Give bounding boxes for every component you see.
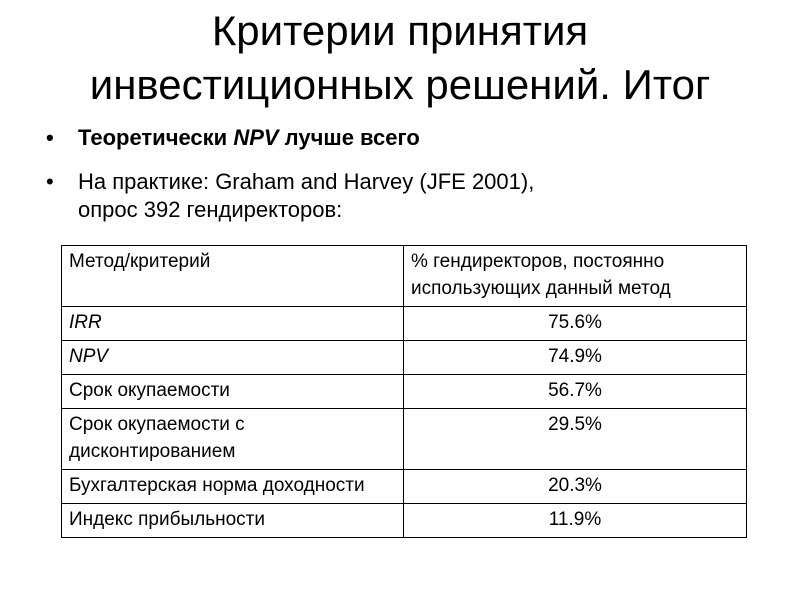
table-row: Индекс прибыльности 11.9% (61, 503, 747, 538)
slide-title-line-2: инвестиционных решений. Итог (89, 61, 711, 108)
slide-title: Критерии принятия инвестиционных решений… (0, 4, 800, 112)
header-percent: % гендиректоров, постоянно использующих … (403, 245, 747, 307)
row-percent: 56.7% (403, 374, 747, 409)
header-method: Метод/критерий (61, 245, 404, 307)
row-method: Срок окупаемости (61, 374, 404, 409)
bullet-practice-line-1: На практике: Graham and Harvey (JFE 2001… (78, 169, 535, 194)
row-percent: 75.6% (403, 306, 747, 341)
row-percent: 74.9% (403, 340, 747, 375)
bullet-list: • Теоретически NPV лучше всего • На прак… (40, 124, 780, 224)
bullet-marker: • (46, 169, 54, 194)
table-row: Срок окупаемости 56.7% (61, 374, 747, 409)
bullet-practice-line-2: опрос 392 гендиректоров: (78, 197, 343, 222)
row-method: Бухгалтерская норма доходности (61, 469, 404, 504)
bullet-theory-npv: NPV (233, 125, 279, 150)
row-percent: 11.9% (403, 503, 747, 538)
row-percent: 29.5% (403, 408, 747, 470)
row-method: IRR (61, 306, 404, 341)
bullet-practice: • На практике: Graham and Harvey (JFE 20… (40, 168, 780, 224)
row-method: Срок окупаемости с дисконтированием (61, 408, 404, 470)
table-row: Срок окупаемости с дисконтированием 29.5… (61, 408, 747, 470)
row-method: Индекс прибыльности (61, 503, 404, 538)
row-percent: 20.3% (403, 469, 747, 504)
table-row: Бухгалтерская норма доходности 20.3% (61, 469, 747, 504)
table-row: NPV 74.9% (61, 340, 747, 375)
table-header-row: Метод/критерий % гендиректоров, постоянн… (61, 245, 747, 307)
bullet-theory: • Теоретически NPV лучше всего (40, 124, 780, 152)
row-method: NPV (61, 340, 404, 375)
methods-table: Метод/критерий % гендиректоров, постоянн… (61, 245, 747, 538)
bullet-theory-prefix: Теоретически (78, 125, 234, 150)
bullet-theory-suffix: лучше всего (278, 125, 420, 150)
bullet-marker: • (46, 125, 54, 150)
slide-title-line-1: Критерии принятия (211, 7, 589, 54)
table-row: IRR 75.6% (61, 306, 747, 341)
